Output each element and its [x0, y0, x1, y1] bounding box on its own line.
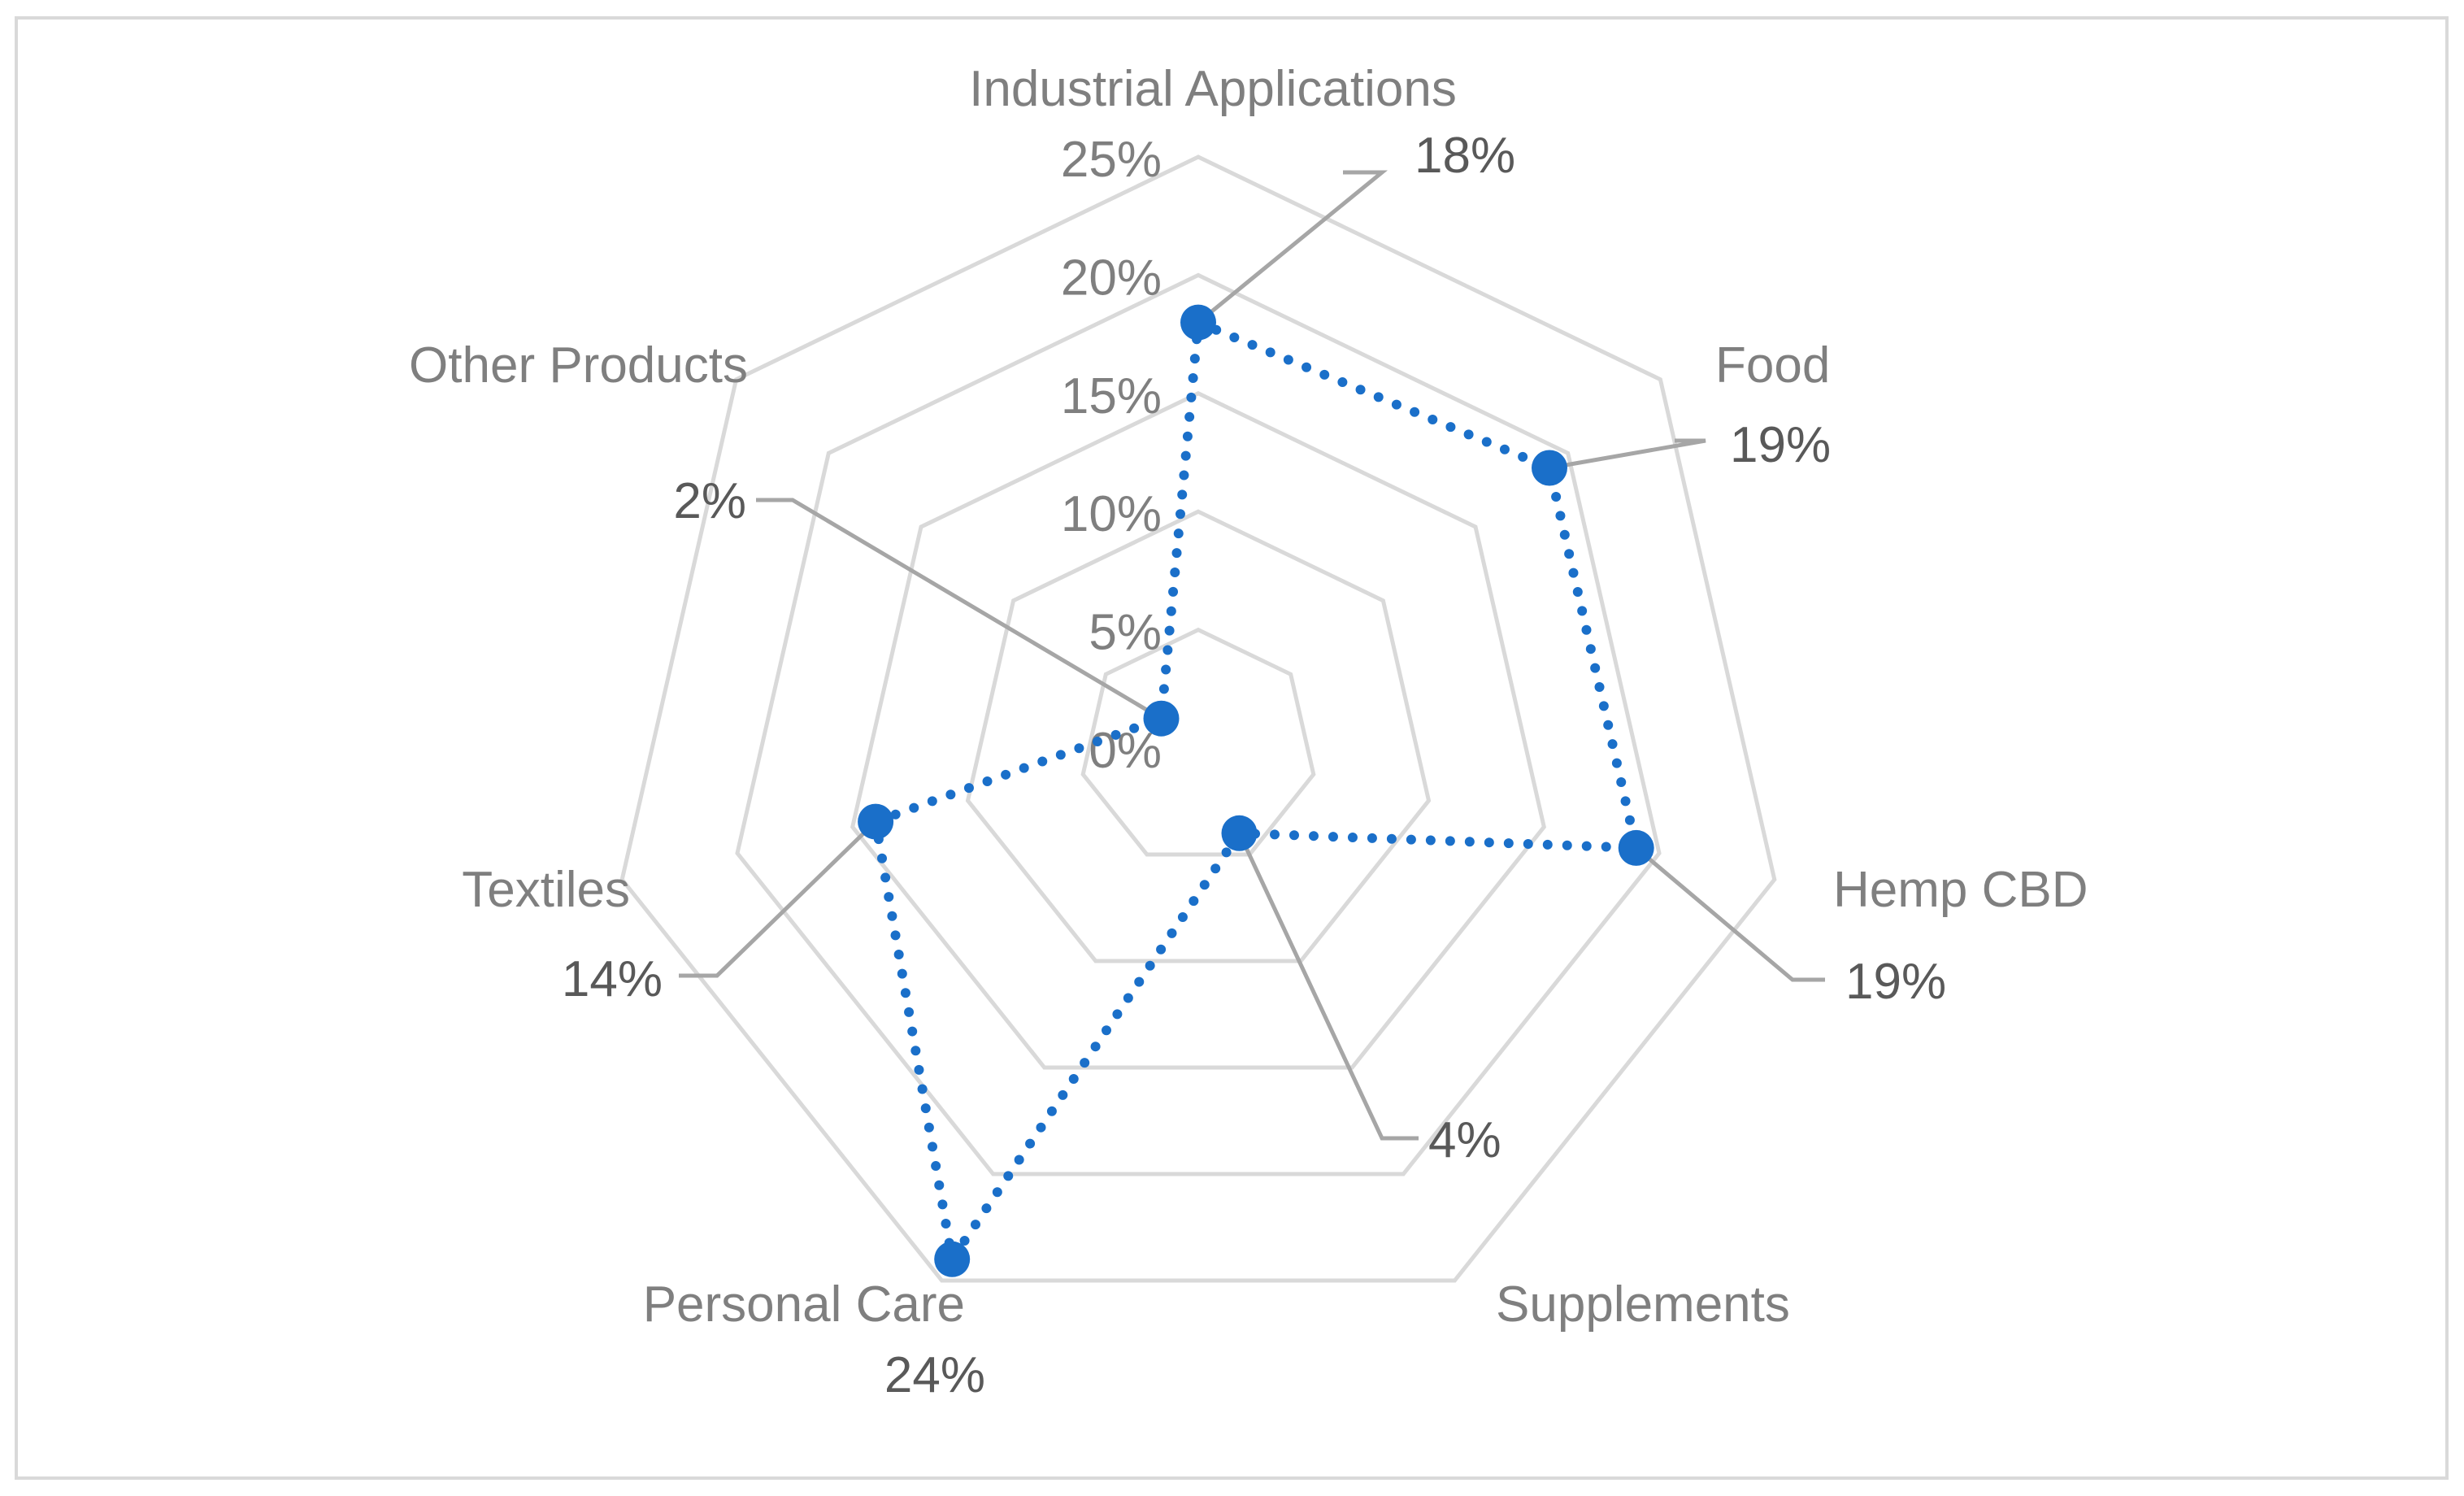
- category-label: Food: [1715, 337, 1830, 394]
- category-label: Textiles: [462, 862, 630, 918]
- point-layer: [858, 304, 1654, 1277]
- leader-line: [1197, 170, 1388, 324]
- data-label: 19%: [1845, 954, 1946, 1010]
- data-point: [934, 1241, 971, 1277]
- tick-label: 10%: [1061, 486, 1162, 542]
- series-layer: [870, 315, 1643, 1272]
- tick-label: 5%: [1089, 605, 1162, 661]
- leader-line: [1635, 846, 1825, 982]
- data-point: [1532, 450, 1567, 486]
- data-label: 14%: [562, 951, 663, 1007]
- grid-layer: [619, 154, 1777, 1283]
- tick-label: 20%: [1061, 250, 1162, 306]
- data-label: 19%: [1730, 417, 1831, 473]
- leader-line: [1237, 832, 1419, 1141]
- data-label: 2%: [673, 473, 746, 529]
- grid-ring-5: [1080, 627, 1316, 857]
- tick-label: 15%: [1061, 368, 1162, 424]
- category-label: Hemp CBD: [1833, 862, 2088, 918]
- data-label: 24%: [884, 1347, 985, 1403]
- category-label: Personal Care: [643, 1276, 965, 1333]
- leader-line: [679, 820, 877, 978]
- category-label-layer: Industrial Applications Food Hemp CBD Suppl…: [409, 61, 2088, 1333]
- tick-label-layer: 0% 5% 10% 15% 20% 25%: [1061, 132, 1162, 779]
- data-label: 18%: [1415, 128, 1515, 184]
- data-label-layer: 18% 19% 19% 4% 24% 14% 2%: [562, 128, 1946, 1403]
- data-point: [1618, 829, 1654, 866]
- category-label: Industrial Applications: [969, 61, 1457, 117]
- chart-border: [15, 16, 2449, 1480]
- leader-line-layer: [679, 170, 1825, 1141]
- tick-label: 25%: [1061, 132, 1162, 188]
- grid-ring-20: [735, 272, 1662, 1176]
- leader-line: [1549, 438, 1706, 470]
- data-point: [1180, 304, 1216, 341]
- data-label: 4%: [1428, 1112, 1501, 1168]
- grid-ring-25: [619, 154, 1777, 1283]
- data-point: [1143, 700, 1180, 737]
- grid-ring-10: [965, 509, 1432, 963]
- tick-label: 0%: [1089, 723, 1162, 779]
- series-line: [870, 315, 1643, 1272]
- category-label: Other Products: [409, 337, 748, 394]
- category-label: Supplements: [1496, 1276, 1790, 1333]
- data-point: [1221, 815, 1258, 851]
- leader-line: [756, 498, 1162, 720]
- data-point: [858, 803, 894, 840]
- grid-ring-15: [850, 391, 1547, 1070]
